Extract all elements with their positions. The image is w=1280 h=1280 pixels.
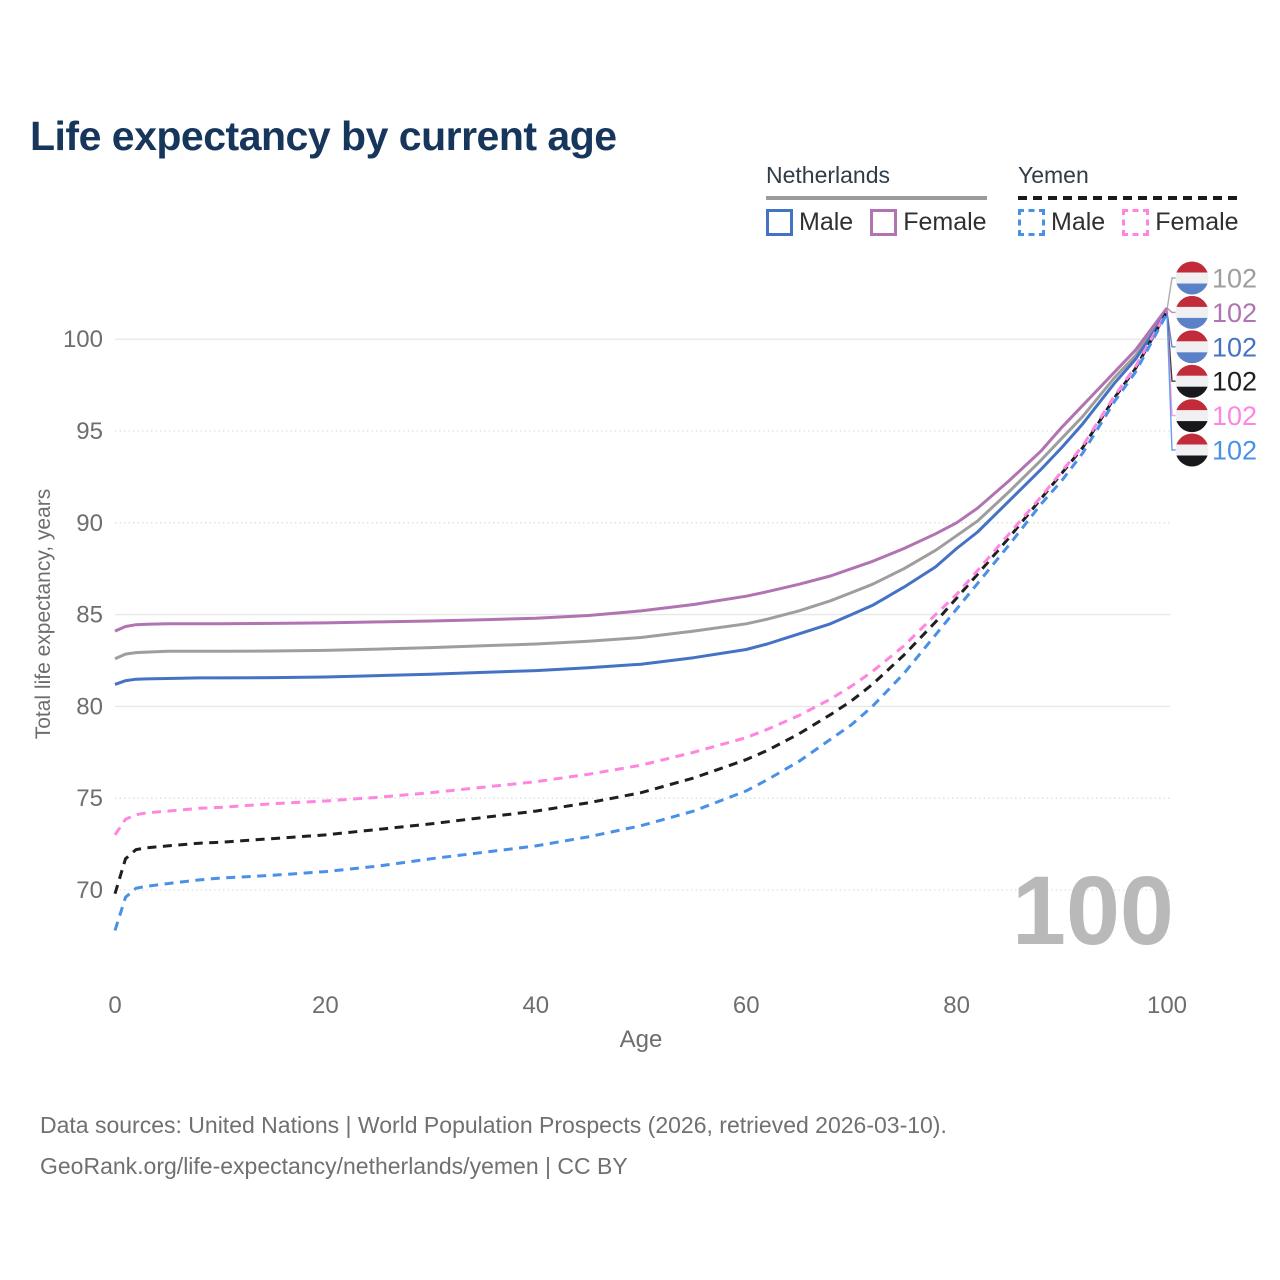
end-value-label-yemen-male: 102: [1212, 436, 1257, 466]
legend-item-label: Male: [1051, 208, 1106, 236]
y-axis-title: Total life expectancy, years: [32, 488, 55, 740]
x-tick-label-80: 80: [943, 992, 970, 1019]
leader-line-netherlands-male: [1166, 311, 1177, 348]
x-tick-label-40: 40: [522, 992, 549, 1019]
y-tick-label-85: 85: [76, 602, 103, 629]
x-tick-label-60: 60: [733, 992, 760, 1019]
y-tick-label-100: 100: [63, 326, 103, 353]
end-value-label-yemen-both-sexes: 102: [1212, 367, 1257, 397]
x-tick-label-20: 20: [312, 992, 339, 1019]
x-axis-title: Age: [619, 1026, 663, 1053]
series-line-netherlands-male[interactable]: [114, 310, 1169, 686]
flag-icon-netherlands: [1175, 261, 1209, 295]
legend-item-label: Male: [799, 208, 854, 236]
series-line-yemen-both-sexes[interactable]: [113, 310, 1169, 895]
y-tick-label-90: 90: [76, 510, 103, 537]
legend-item-yemen-male[interactable]: Male: [1018, 208, 1105, 237]
flag-icon-netherlands: [1175, 295, 1209, 329]
leader-line-netherlands-female: [1166, 307, 1177, 314]
x-tick-label-100: 100: [1147, 992, 1187, 1019]
legend-country-yemen[interactable]: Yemen: [1018, 162, 1089, 188]
leader-line-yemen-male: [1166, 313, 1177, 451]
x-tick-label-0: 0: [108, 992, 121, 1019]
netherlands-male-swatch-icon: [766, 209, 793, 236]
series-line-yemen-female[interactable]: [113, 310, 1169, 836]
legend-group-yemen: Yemen Male Female: [1018, 162, 1239, 237]
yemen-male-swatch-icon: [1018, 209, 1045, 236]
series-line-yemen-male[interactable]: [113, 312, 1169, 931]
end-value-label-netherlands-female: 102: [1212, 298, 1257, 328]
y-tick-label-70: 70: [76, 877, 103, 904]
legend-item-yemen-female[interactable]: Female: [1122, 208, 1239, 237]
netherlands-female-swatch-icon: [870, 209, 898, 236]
end-value-label-netherlands-both-sexes: 102: [1212, 264, 1257, 294]
legend-item-label: Female: [903, 208, 987, 236]
leader-line-netherlands-both-sexes: [1166, 277, 1177, 310]
flag-icon-netherlands: [1175, 330, 1209, 364]
end-value-label-yemen-female: 102: [1212, 401, 1257, 431]
flag-icon-yemen: [1175, 433, 1209, 467]
series-line-netherlands-female[interactable]: [114, 307, 1169, 633]
georank-url-line: GeoRank.org/life-expectancy/netherlands/…: [40, 1153, 628, 1179]
legend-item-netherlands-female[interactable]: Female: [870, 208, 987, 237]
y-tick-label-80: 80: [76, 693, 103, 720]
yemen-line-style-swatch: [1018, 196, 1239, 200]
legend-group-netherlands: Netherlands Male Female: [766, 162, 987, 237]
flag-icon-yemen: [1175, 364, 1209, 398]
age-watermark: 100: [1012, 856, 1174, 965]
end-value-label-netherlands-male: 102: [1212, 332, 1257, 362]
y-tick-label-75: 75: [76, 785, 103, 812]
y-tick-label-95: 95: [76, 418, 103, 445]
source-attribution: Data sources: United Nations | World Pop…: [40, 1105, 947, 1187]
legend-item-netherlands-male[interactable]: Male: [766, 208, 853, 237]
yemen-female-swatch-icon: [1122, 209, 1150, 236]
flag-icon-yemen: [1175, 399, 1209, 433]
netherlands-line-style-swatch: [766, 196, 987, 200]
legend-country-netherlands[interactable]: Netherlands: [766, 162, 891, 188]
data-sources-line: Data sources: United Nations | World Pop…: [40, 1112, 947, 1138]
series-line-netherlands-both-sexes[interactable]: [114, 308, 1169, 661]
page-title: Life expectancy by current age: [30, 113, 617, 160]
legend-item-label: Female: [1155, 208, 1239, 236]
